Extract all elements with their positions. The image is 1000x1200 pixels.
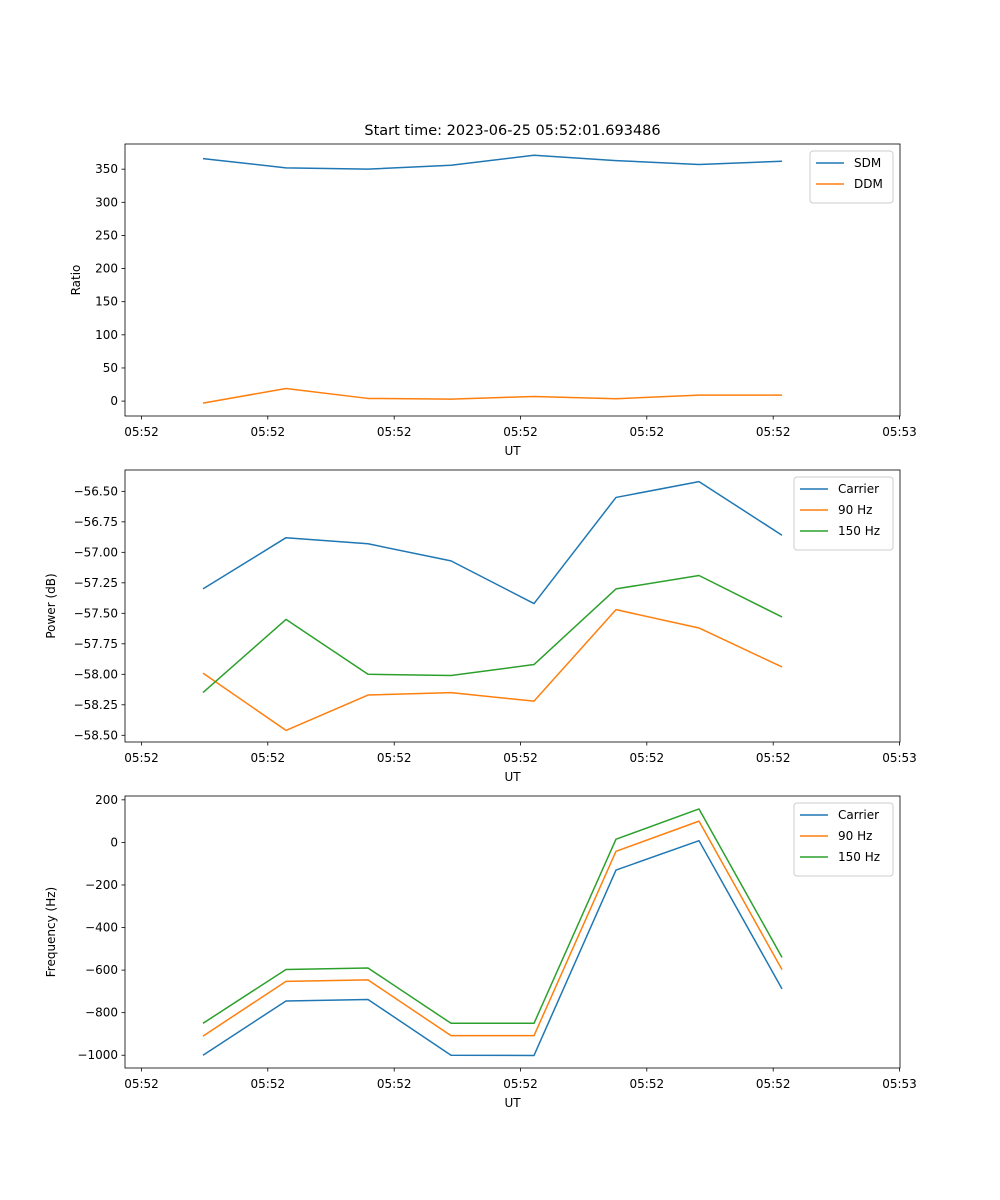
y-tick-label: 0 <box>110 394 118 408</box>
legend-entry-label: 90 Hz <box>838 829 872 843</box>
x-tick-label: 05:52 <box>630 751 665 765</box>
series-line-90-hz <box>202 608 783 732</box>
x-tick-label: 05:52 <box>756 751 791 765</box>
legend-entry-label: Carrier <box>838 808 879 822</box>
legend: Carrier 90 Hz 150 Hz <box>793 476 894 551</box>
x-tick-label: 05:53 <box>882 1077 917 1091</box>
y-tick-label: −1000 <box>77 1048 118 1062</box>
legend-entry-label: 150 Hz <box>838 524 880 538</box>
y-tick-label: −600 <box>85 963 118 977</box>
legend-entry-label: Carrier <box>838 482 879 496</box>
series-line-ddm <box>202 387 782 404</box>
x-axis-label: UT <box>504 770 521 784</box>
x-axis-label: UT <box>504 1096 521 1110</box>
axes-panel-3: −1000 −800 −600 −400 −200 0 200 05:52 05:52 05:52… <box>44 793 917 1110</box>
x-tick-label: 05:52 <box>377 425 412 439</box>
x-tick-label: 05:52 <box>503 751 538 765</box>
series-line-sdm <box>202 154 783 170</box>
y-tick-label: −58.00 <box>74 667 118 681</box>
y-tick-label: 350 <box>95 162 118 176</box>
y-tick-label: −58.25 <box>74 698 118 712</box>
series-line-carrier <box>202 480 783 605</box>
legend-entry-label: 150 Hz <box>838 850 880 864</box>
x-tick-label: 05:52 <box>630 425 665 439</box>
y-tick-label: −57.75 <box>74 637 118 651</box>
series-line-90-hz <box>202 820 783 1037</box>
legend-entry-label: DDM <box>854 177 883 191</box>
y-tick-label: 200 <box>95 262 118 276</box>
x-tick-label: 05:52 <box>124 1077 159 1091</box>
y-tick-label: −57.25 <box>74 576 118 590</box>
x-tick-label: 05:52 <box>503 425 538 439</box>
x-tick-label: 05:52 <box>503 1077 538 1091</box>
x-tick-label: 05:52 <box>251 751 286 765</box>
y-tick-label: −200 <box>85 878 118 892</box>
legend-entry-label: SDM <box>854 156 881 170</box>
x-tick-label: 05:52 <box>124 751 159 765</box>
axes-frame <box>124 143 901 417</box>
legend: Carrier 90 Hz 150 Hz <box>793 802 894 877</box>
y-tick-label: −57.50 <box>74 606 118 620</box>
y-tick-label: 50 <box>103 361 118 375</box>
x-tick-label: 05:52 <box>251 425 286 439</box>
y-axis-label: Power (dB) <box>44 573 58 638</box>
series-line-carrier <box>202 839 783 1057</box>
y-axis-label: Ratio <box>69 265 83 296</box>
y-tick-label: 300 <box>95 195 118 209</box>
y-tick-label: 250 <box>95 228 118 242</box>
axes-frame <box>124 795 901 1069</box>
axes-panel-1: 0 50 100 150 200 250 300 350 05:52 05:52 05:52 05:5… <box>69 143 917 458</box>
x-tick-label: 05:52 <box>756 425 791 439</box>
x-tick-label: 05:52 <box>251 1077 286 1091</box>
x-tick-label: 05:53 <box>882 425 917 439</box>
y-tick-label: −56.75 <box>74 515 118 529</box>
y-axis-label: Frequency (Hz) <box>44 887 58 978</box>
series-line-150-hz <box>202 808 783 1025</box>
x-tick-label: 05:52 <box>630 1077 665 1091</box>
legend-entry-label: 90 Hz <box>838 503 872 517</box>
x-tick-label: 05:52 <box>756 1077 791 1091</box>
x-tick-label: 05:52 <box>377 1077 412 1091</box>
x-tick-label: 05:52 <box>124 425 159 439</box>
axes-frame <box>124 469 901 743</box>
y-tick-label: −58.50 <box>74 728 118 742</box>
y-tick-label: −56.50 <box>74 484 118 498</box>
axes-panel-2: −58.50 −58.25 −58.00 −57.75 −57.50 −57.25 −57.… <box>44 469 917 784</box>
figure-title: Start time: 2023-06-25 05:52:01.693486 <box>364 123 660 139</box>
y-tick-label: 200 <box>95 793 118 807</box>
y-tick-label: −800 <box>85 1006 118 1020</box>
x-tick-label: 05:53 <box>882 751 917 765</box>
legend: SDM DDM <box>809 150 894 204</box>
y-tick-label: −57.00 <box>74 545 118 559</box>
series-line-150-hz <box>202 574 783 694</box>
y-tick-label: −400 <box>85 921 118 935</box>
y-tick-label: 100 <box>95 328 118 342</box>
legend-box <box>809 150 894 204</box>
y-tick-label: 150 <box>95 295 118 309</box>
panels: 0 50 100 150 200 250 300 350 05:52 05:52 05:52 05:5… <box>44 143 917 1110</box>
x-tick-label: 05:52 <box>377 751 412 765</box>
x-axis-label: UT <box>504 444 521 458</box>
y-tick-label: 0 <box>110 835 118 849</box>
